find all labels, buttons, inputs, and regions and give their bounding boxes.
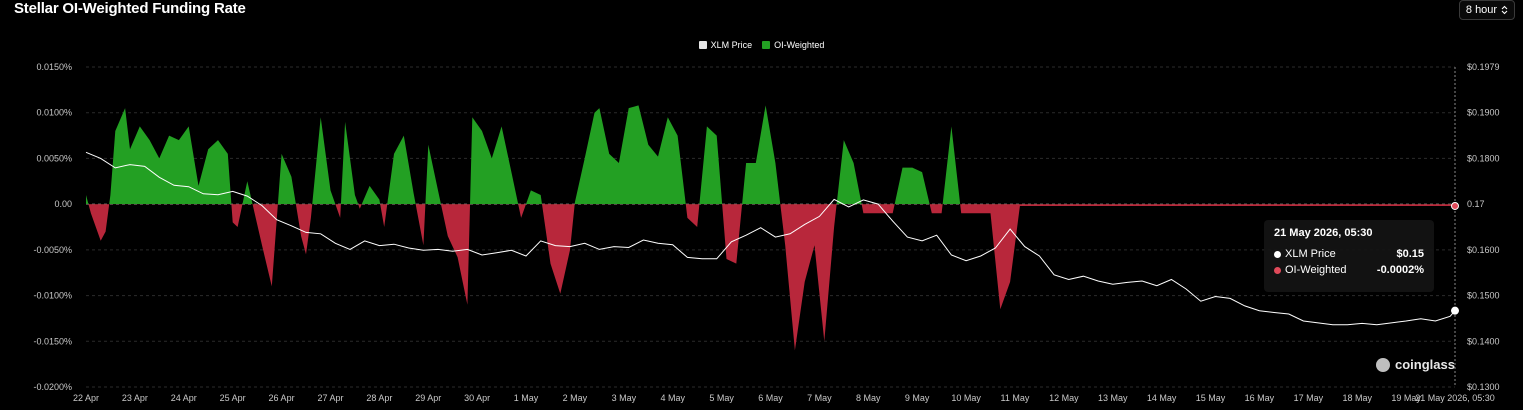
axes: 0.0150% 0.0100% 0.0050% 0.00 -0.0050% -0.0100…	[33, 62, 1499, 403]
interval-label: 8 hour	[1465, 4, 1498, 16]
legend-label-xlm-price: XLM Price	[710, 40, 753, 50]
xlm-price-line	[85, 151, 1456, 326]
chart-title: Stellar OI-Weighted Funding Rate	[14, 0, 246, 17]
x-tick-label: 28 Apr	[366, 393, 392, 403]
tooltip-row-xlm-price: XLM Price $0.15	[1274, 248, 1424, 260]
coinglass-watermark: coinglass	[1376, 357, 1455, 372]
tooltip-value-oi-weighted: -0.0002%	[1376, 264, 1424, 276]
left-tick-label: 0.00	[54, 199, 72, 209]
right-tick-label: $0.1500	[1467, 291, 1500, 301]
x-tick-label: 8 May	[856, 393, 881, 403]
tooltip-dot-xlm-price	[1274, 250, 1281, 258]
grid	[86, 66, 1455, 388]
coinglass-logo-icon	[1376, 357, 1390, 372]
right-tick-label: $0.1800	[1467, 153, 1500, 163]
legend-label-oi-weighted: OI-Weighted	[774, 40, 825, 50]
x-tick-label: 13 May	[1098, 393, 1128, 403]
left-tick-label: 0.0050%	[36, 153, 72, 163]
left-tick-label: -0.0150%	[33, 336, 72, 346]
legend-swatch-oi-weighted	[762, 41, 771, 49]
x-tick-label: 26 Apr	[269, 393, 295, 403]
watermark-text: coinglass	[1395, 357, 1455, 372]
tooltip-label-xlm-price: XLM Price	[1285, 248, 1336, 260]
x-tick-label: 1 May	[514, 393, 539, 403]
x-tick-label: 6 May	[758, 393, 783, 403]
x-tick-label: 30 Apr	[464, 393, 490, 403]
x-tick-label: 15 May	[1196, 393, 1226, 403]
left-tick-label: -0.0100%	[33, 291, 72, 301]
x-tick-label: 10 May	[951, 393, 981, 403]
x-tick-label: 22 Apr	[73, 393, 99, 403]
crosshair	[1451, 67, 1459, 387]
x-tick-label: 11 May	[1001, 393, 1030, 403]
right-tick-label: $0.1300	[1467, 382, 1500, 392]
x-tick-label: 27 Apr	[317, 393, 343, 403]
x-tick-label: 3 May	[612, 393, 637, 403]
x-tick-label: 23 Apr	[122, 393, 148, 403]
x-tick-label: 9 May	[905, 393, 930, 403]
x-tick-label: 21 May 2026, 05:30	[1415, 393, 1495, 403]
left-tick-label: 0.0100%	[36, 108, 72, 118]
x-tick-label: 5 May	[709, 393, 734, 403]
tooltip-date: 21 May 2026, 05:30	[1274, 227, 1373, 239]
left-tick-label: 0.0150%	[36, 62, 72, 72]
x-tick-label: 2 May	[563, 393, 588, 403]
updown-chevron-icon	[1501, 5, 1508, 15]
x-tick-label: 7 May	[807, 393, 832, 403]
tooltip-label-oi-weighted: OI-Weighted	[1285, 264, 1347, 276]
left-tick-label: -0.0050%	[33, 245, 72, 255]
right-tick-label: $0.1600	[1467, 245, 1500, 255]
tooltip: 21 May 2026, 05:30 XLM Price $0.15 OI-We…	[1264, 220, 1434, 292]
right-tick-label: $0.1400	[1467, 336, 1500, 346]
left-tick-label: -0.0200%	[33, 382, 72, 392]
x-tick-label: 12 May	[1049, 393, 1079, 403]
interval-select[interactable]: 8 hour	[1459, 0, 1515, 20]
tooltip-row-oi-weighted: OI-Weighted -0.0002%	[1274, 264, 1424, 276]
oi-weighted-positive-area	[86, 105, 961, 205]
x-tick-label: 18 May	[1342, 393, 1372, 403]
x-tick-label: 16 May	[1245, 393, 1275, 403]
legend-item-xlm-price[interactable]: XLM Price	[698, 40, 753, 50]
xlm-price-path	[85, 151, 1456, 326]
legend-item-oi-weighted[interactable]: OI-Weighted	[762, 40, 824, 50]
x-tick-label: 17 May	[1294, 393, 1324, 403]
x-tick-label: 4 May	[660, 393, 685, 403]
right-tick-label: $0.1979	[1467, 62, 1500, 72]
legend: XLM Price OI-Weighted	[0, 40, 1523, 50]
x-tick-label: 14 May	[1147, 393, 1177, 403]
right-tick-label: 0.17	[1467, 199, 1485, 209]
x-tick-label: 19 May	[1391, 393, 1421, 403]
legend-swatch-xlm-price	[698, 41, 707, 49]
right-tick-label: $0.1900	[1467, 108, 1500, 118]
oi-weighted-cursor-dot	[1451, 201, 1459, 210]
tooltip-value-xlm-price: $0.15	[1396, 248, 1424, 260]
x-tick-label: 25 Apr	[220, 393, 246, 403]
tooltip-dot-oi-weighted	[1274, 266, 1281, 274]
x-tick-label: 24 Apr	[171, 393, 197, 403]
xlm-price-cursor-dot	[1451, 306, 1459, 315]
oi-weighted-area	[86, 105, 1455, 351]
x-tick-label: 29 Apr	[415, 393, 441, 403]
